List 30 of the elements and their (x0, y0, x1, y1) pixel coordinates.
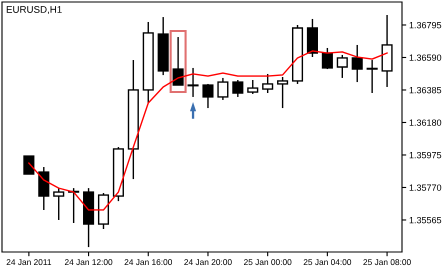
candlestick (247, 79, 258, 95)
x-tick-label: 24 Jan 16:00 (124, 259, 172, 266)
x-tick-label: 24 Jan 2011 (6, 259, 52, 266)
candlestick (277, 76, 288, 109)
candlestick (366, 59, 378, 94)
candlestick (336, 54, 348, 79)
candlestick (232, 79, 244, 98)
y-tick-label: 1.36590 (410, 54, 442, 61)
candlestick (202, 83, 214, 109)
y-tick-label: 1.36795 (410, 22, 442, 28)
y-tick-label: 1.35975 (410, 152, 442, 158)
candlestick (262, 73, 274, 94)
y-tick-label: 1.36385 (410, 86, 442, 94)
candlestick (68, 187, 80, 224)
chart-title: EURUSD,H1 (6, 6, 62, 14)
y-tick-label: 1.35770 (410, 184, 442, 191)
candlestick (217, 77, 228, 101)
candlestick (322, 47, 333, 70)
x-tick-label: 24 Jan 20:00 (184, 259, 232, 266)
candlestick (352, 44, 363, 83)
x-tick-label: 25 Jan 00:00 (244, 259, 292, 266)
y-tick-label: 1.36180 (410, 119, 442, 126)
candlestick (38, 166, 50, 211)
x-tick-label: 25 Jan 04:00 (304, 259, 352, 266)
y-tick-label: 1.35565 (410, 216, 442, 224)
x-tick-label: 24 Jan 12:00 (64, 259, 112, 266)
candlestick (188, 67, 199, 98)
x-tick-label: 25 Jan 08:00 (363, 259, 411, 266)
candlestick (172, 36, 184, 86)
candlestick (53, 187, 64, 221)
